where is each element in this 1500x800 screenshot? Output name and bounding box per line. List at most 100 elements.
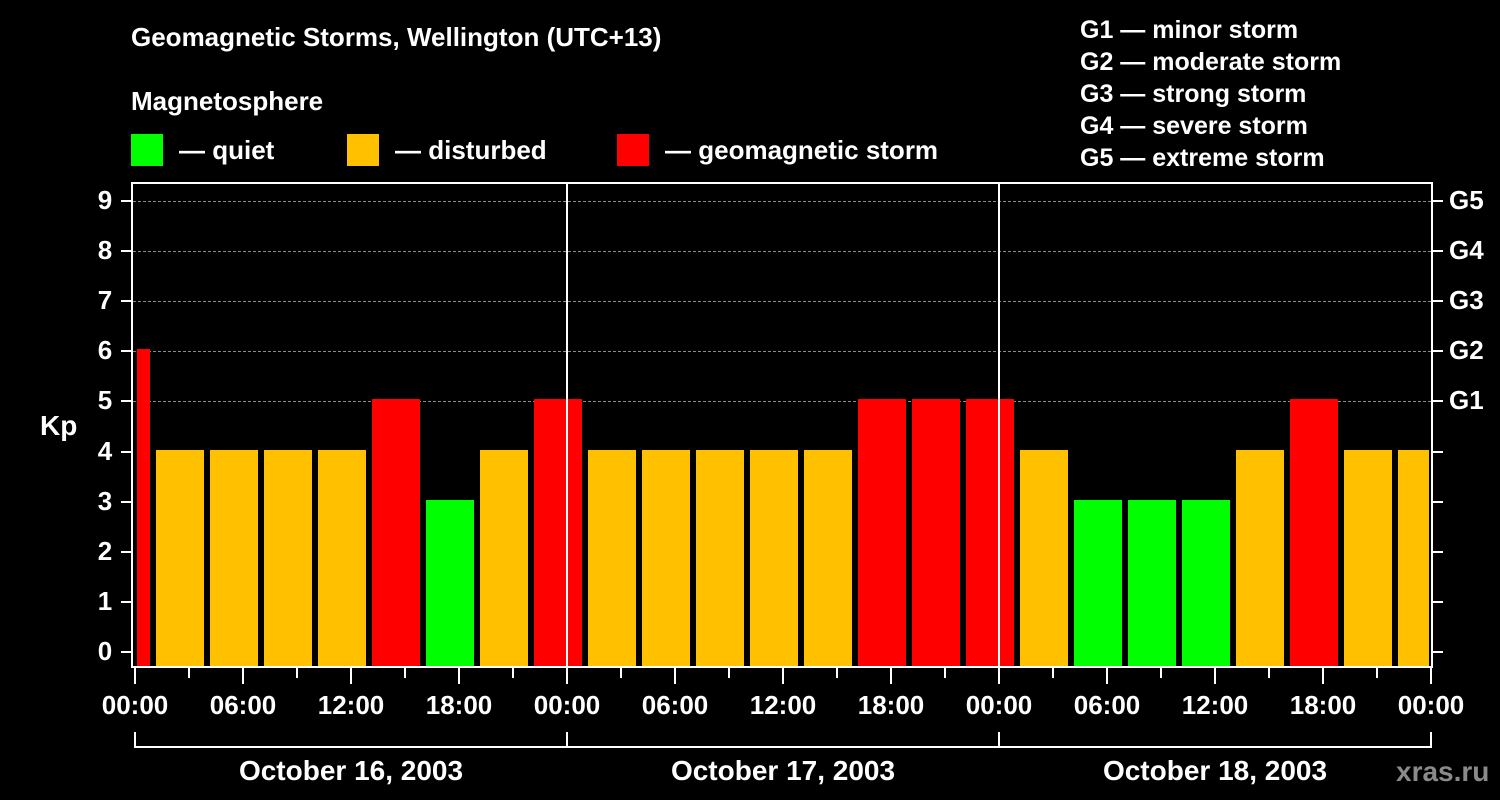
x-tick-major: [1106, 668, 1108, 684]
gridline: [133, 401, 1431, 403]
x-tick-minor: [728, 668, 730, 678]
x-tick-label: 12:00: [749, 690, 817, 720]
y-tick-right: [1433, 300, 1443, 303]
y-tick-right: [1433, 250, 1443, 253]
y-tick: [121, 500, 131, 503]
x-tick-label: 12:00: [317, 690, 385, 720]
kp-bar: 4: [696, 449, 744, 666]
kp-bar: 3: [1074, 499, 1122, 666]
kp-bar: 3: [1182, 499, 1230, 666]
x-tick-major: [566, 668, 568, 684]
gridline: [133, 301, 1431, 303]
x-tick-major: [134, 668, 136, 684]
legend-storm: — geomagnetic storm: [617, 133, 938, 167]
gridline: [133, 251, 1431, 253]
legend-swatch-quiet: [131, 134, 163, 166]
day-bracket: [134, 746, 1432, 748]
day-bracket-tick: [566, 732, 568, 748]
g-scale-item: G2 — moderate storm: [1080, 48, 1342, 76]
g-scale-item: G1 — minor storm: [1080, 16, 1299, 44]
y-tick-label: 1: [97, 585, 113, 616]
y-tick: [121, 450, 131, 453]
x-tick-label: 06:00: [641, 690, 709, 720]
g-scale-legend: G1 — minor storm G2 — moderate storm G3 …: [1080, 14, 1341, 174]
kp-bar: 4: [750, 449, 798, 666]
kp-bar: 4: [1344, 449, 1392, 666]
x-tick-major: [458, 668, 460, 684]
y-tick: [121, 600, 131, 603]
y-tick-label: 4: [97, 435, 113, 466]
x-tick-minor: [1376, 668, 1378, 678]
x-tick-minor: [944, 668, 946, 678]
g-scale-item: G3 — strong storm: [1080, 80, 1307, 108]
y-tick-right: [1433, 550, 1443, 553]
y-tick-label: 3: [97, 485, 113, 516]
kp-bar: 4: [480, 449, 528, 666]
y-tick: [121, 300, 131, 303]
y-tick: [121, 250, 131, 253]
x-tick-major: [782, 668, 784, 684]
day-bracket-tick: [998, 732, 1000, 748]
kp-bar: 5: [1290, 399, 1338, 666]
x-tick-major: [890, 668, 892, 684]
x-tick-major: [998, 668, 1000, 684]
g-scale-tick-label: G2: [1449, 335, 1484, 366]
x-tick-major: [242, 668, 244, 684]
legend-label-storm: — geomagnetic storm: [665, 134, 939, 165]
legend-swatch-storm: [617, 134, 649, 166]
kp-bar: 4: [210, 449, 258, 666]
x-tick-label: 18:00: [857, 690, 925, 720]
g-scale-tick-label: G5: [1449, 185, 1484, 215]
kp-bar: 4: [588, 449, 636, 666]
kp-bar: 4: [264, 449, 312, 666]
kp-bar: 5: [912, 399, 960, 666]
y-tick-right: [1433, 651, 1443, 653]
x-tick-label: 00:00: [1397, 690, 1465, 720]
x-tick-minor: [296, 668, 298, 678]
legend-disturbed: — disturbed: [347, 133, 547, 167]
x-tick-major: [350, 668, 352, 684]
y-tick-label: 2: [97, 535, 113, 566]
x-tick-major: [1214, 668, 1216, 684]
x-tick-label: 18:00: [425, 690, 493, 720]
g-scale-tick-label: G1: [1449, 385, 1484, 416]
x-tick-minor: [512, 668, 514, 678]
y-axis-label: Kp: [40, 410, 78, 441]
x-tick-minor: [836, 668, 838, 678]
x-tick-major: [1322, 668, 1324, 684]
y-tick-right: [1433, 500, 1443, 503]
kp-bar: 4: [642, 449, 690, 666]
day-bracket-tick: [1430, 732, 1432, 748]
y-tick-label: 7: [97, 285, 113, 316]
kp-bar: 3: [1128, 499, 1176, 666]
x-tick-minor: [404, 668, 406, 678]
plot-area: 6444453454444455543334544: [131, 182, 1433, 668]
x-tick-label: 00:00: [965, 690, 1033, 720]
g-scale-tick-label: G4: [1449, 235, 1484, 266]
x-tick-major: [1430, 668, 1432, 684]
y-tick: [121, 200, 131, 202]
chart-title: Geomagnetic Storms, Wellington (UTC+13): [131, 22, 662, 52]
g-scale-item: G5 — extreme storm: [1080, 144, 1325, 172]
chart-subtitle: Magnetosphere: [131, 86, 324, 116]
kp-bar: 5: [372, 399, 420, 666]
legend-quiet: — quiet: [131, 133, 274, 167]
kp-bar: 6: [137, 349, 150, 666]
kp-bar: 5: [858, 399, 906, 666]
x-tick-label: 18:00: [1289, 690, 1357, 720]
y-tick-label: 5: [97, 385, 113, 416]
kp-bar: 4: [318, 449, 366, 666]
legend-label-quiet: — quiet: [179, 134, 275, 165]
gridline: [133, 351, 1431, 353]
y-tick-label: 0: [97, 636, 113, 666]
y-tick: [121, 651, 131, 653]
kp-bar: 3: [426, 499, 474, 666]
x-tick-label: 06:00: [209, 690, 277, 720]
kp-bar: 4: [1398, 449, 1429, 666]
y-tick-right: [1433, 400, 1443, 403]
kp-bar: 4: [804, 449, 852, 666]
x-tick-minor: [1052, 668, 1054, 678]
y-tick: [121, 350, 131, 353]
y-tick-right: [1433, 600, 1443, 603]
x-tick-major: [674, 668, 676, 684]
